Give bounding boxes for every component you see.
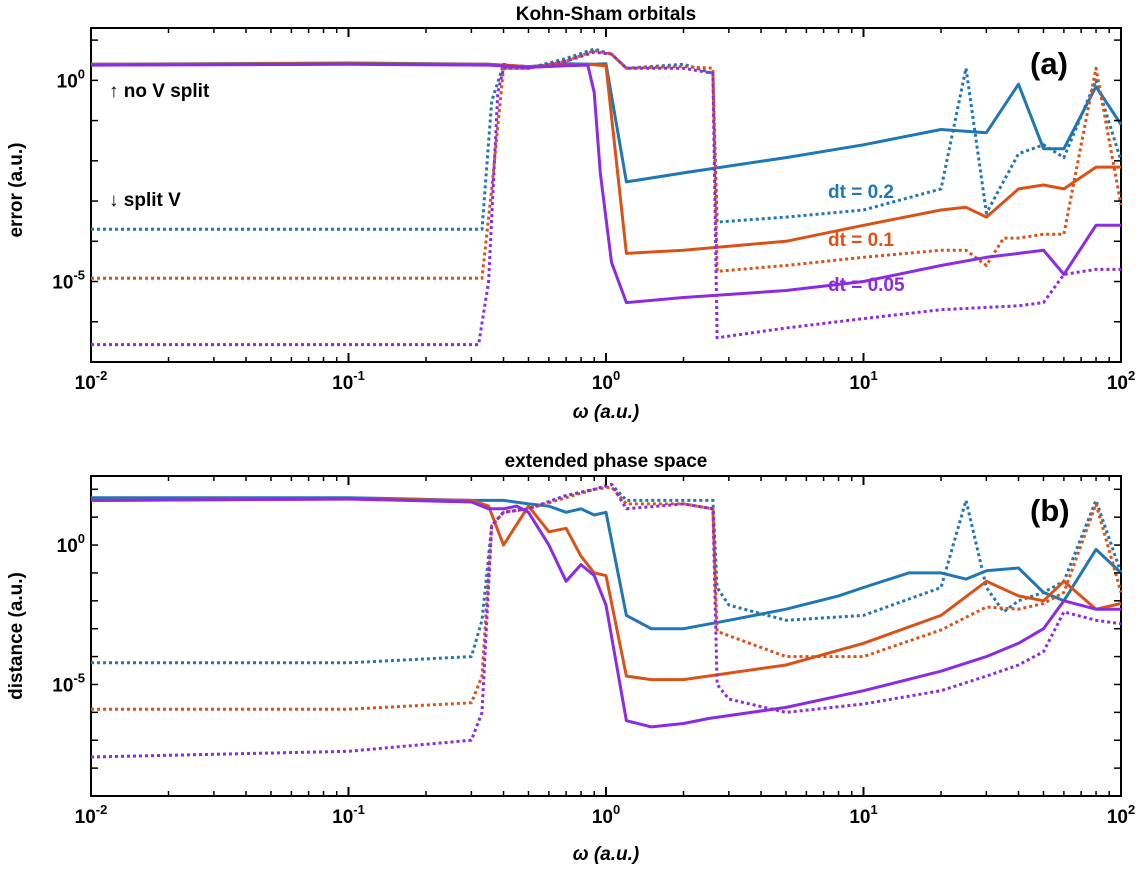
panel-b-xtick-label: 10-2: [75, 802, 108, 828]
panel-a-title: Kohn-Sham orbitals: [516, 4, 697, 25]
panel-b-axes-box: [90, 475, 1122, 797]
series-label-dt-0-05: dt = 0.05: [828, 275, 905, 296]
panel-b-label: (b): [1030, 493, 1070, 528]
panel-a-series-3-line: [91, 49, 1123, 280]
panel-b-series-2-line: [90, 497, 1122, 682]
series-label-dt-0-2: dt = 0.2: [828, 182, 894, 203]
panel-b-series-0-line: [91, 496, 1123, 631]
panel-b-xlabel: ω (a.u.): [573, 844, 640, 865]
panel-a-xtick-label: 101: [849, 368, 877, 394]
panel-a-xtick-label: 10-2: [75, 368, 108, 394]
panel-a: Kohn-Sham orbitals 10-2 10-1 100 101 102 100 1…: [6, 4, 1135, 423]
panel-a-xlabel: ω (a.u.): [573, 402, 640, 423]
panel-b-ticks: 10-2 10-1 100 101 102 100 10-5: [52, 476, 1135, 828]
panel-a-series: [90, 47, 1123, 347]
panel-a-label: (a): [1030, 46, 1068, 81]
panel-b-xtick-label: 10-1: [332, 802, 365, 828]
series-label-dt-0-1: dt = 0.1: [828, 230, 894, 251]
panel-b-series-4-line: [90, 497, 1121, 729]
panel-b-xtick-label: 102: [1107, 802, 1135, 828]
panel-b-series-3-line: [91, 485, 1123, 711]
panel-a-ytick-label: 100: [57, 66, 85, 92]
panel-b-xtick-label: 100: [592, 802, 620, 828]
panel-a-series-4-line: [90, 62, 1121, 305]
annotation-split-v: ↓ split V: [109, 190, 181, 211]
panel-a-series-5-line: [91, 50, 1121, 347]
panel-b-ytick-label: 10-5: [52, 670, 85, 696]
panel-a-xtick-label: 100: [592, 368, 620, 394]
panel-b-ytick-label: 100: [57, 531, 85, 557]
panel-b-series: [90, 482, 1123, 759]
panel-a-xtick-label: 10-1: [332, 368, 365, 394]
panel-a-ylabel: error (a.u.): [6, 142, 27, 237]
panel-b-series-5-line: [90, 482, 1122, 759]
panel-b: extended phase space 10-2 10-1 100 101 10210…: [6, 451, 1135, 865]
panel-b-ylabel: distance (a.u.): [6, 572, 27, 700]
panel-b-xtick-label: 101: [849, 802, 877, 828]
panel-a-series-1-line: [91, 47, 1123, 231]
annotation-no-v-split: ↑ no V split: [109, 81, 210, 102]
panel-a-ytick-label: 10-5: [52, 268, 85, 294]
panel-b-title: extended phase space: [505, 451, 708, 472]
panel-a-xtick-label: 102: [1107, 368, 1135, 394]
